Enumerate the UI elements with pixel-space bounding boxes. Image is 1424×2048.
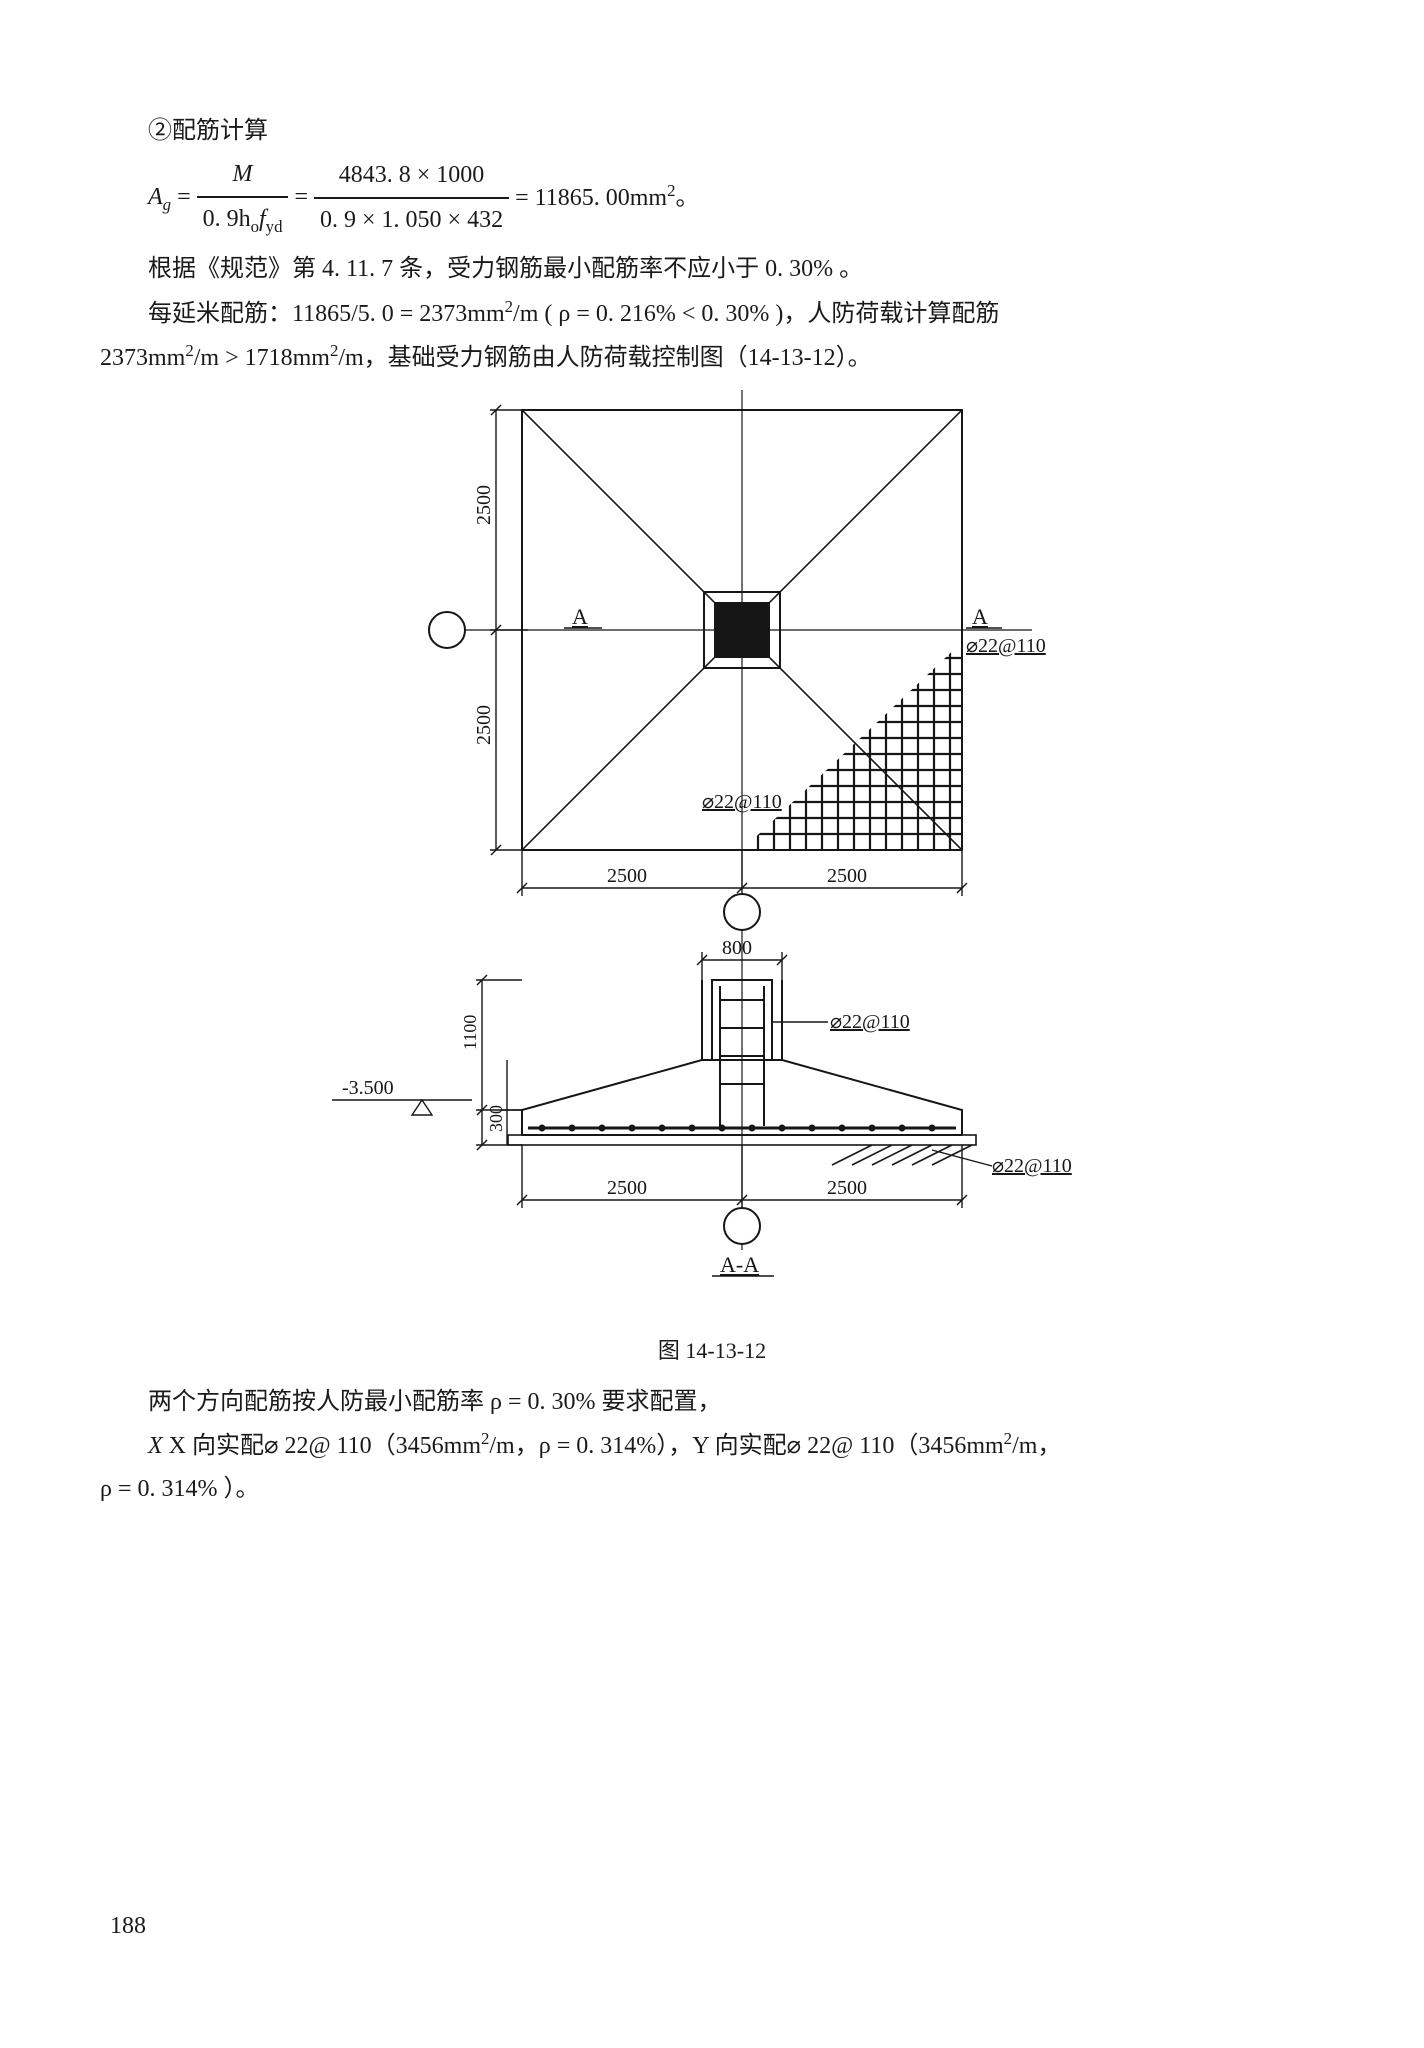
diagram-svg: A A — [272, 390, 1152, 1310]
page: ②配筋计算 Ag = M 0. 9hofyd = 4843. 8 × 1000 … — [0, 0, 1424, 2048]
dim-h-right: 2500 — [827, 865, 867, 887]
paragraph-2: 每延米配筋：11865/5. 0 = 2373mm2/m ( ρ = 0. 21… — [100, 292, 1324, 336]
dim-h-left: 2500 — [607, 865, 647, 887]
heading-circled-2: ②配筋计算 — [100, 110, 1324, 153]
section-mark-right: A — [972, 604, 988, 629]
dim-300: 300 — [486, 1105, 506, 1132]
fraction-2: 4843. 8 × 1000 0. 9 × 1. 050 × 432 — [314, 154, 509, 242]
paragraph-4: 两个方向配筋按人防最小配筋率 ρ = 0. 30% 要求配置， — [100, 1381, 1324, 1424]
figure-14-13-12: A A — [100, 390, 1324, 1371]
dim-section-h — [517, 1145, 967, 1208]
equals-2: = — [294, 176, 308, 219]
paragraph-6: ρ = 0. 314% ）。 — [100, 1468, 1324, 1511]
dim-800: 800 — [722, 937, 752, 959]
paragraph-3: 2373mm2/m > 1718mm2/m，基础受力钢筋由人防荷载控制图（14-… — [100, 336, 1324, 380]
equation-line: Ag = M 0. 9hofyd = 4843. 8 × 1000 0. 9 ×… — [148, 153, 1324, 242]
dim-v-top: 2500 — [473, 485, 495, 525]
dim-horizontal — [517, 850, 967, 896]
dim-v-bot: 2500 — [473, 705, 495, 745]
symbol-Ag: Ag — [148, 176, 171, 220]
paragraph-5: X X 向实配⌀ 22@ 110（3456mm2/m，ρ = 0. 314%），… — [100, 1424, 1324, 1468]
section-view: 800 — [332, 930, 1072, 1277]
equals-1: = — [177, 176, 191, 219]
equals-result: = 11865. 00mm2。 — [515, 176, 699, 220]
elevation-mark: -3.500 — [332, 1077, 472, 1115]
dim-1100: 1100 — [460, 1015, 480, 1050]
dim-sec-left: 2500 — [607, 1177, 647, 1199]
rebar-hatch — [742, 642, 962, 850]
plan-view: A A — [429, 390, 1046, 930]
paragraph-1: 根据《规范》第 4. 11. 7 条，受力钢筋最小配筋率不应小于 0. 30% … — [100, 248, 1324, 291]
rebar-bot-label: ⌀22@110 — [992, 1155, 1072, 1177]
section-title: A-A — [720, 1252, 759, 1277]
rebar-top-label: ⌀22@110 — [830, 1011, 910, 1033]
fraction-1: M 0. 9hofyd — [197, 153, 289, 242]
svg-text:-3.500: -3.500 — [342, 1077, 394, 1099]
page-number: 188 — [110, 1905, 146, 1948]
dim-sec-right: 2500 — [827, 1177, 867, 1199]
rebar-label-right: ⌀22@110 — [966, 635, 1046, 657]
figure-caption: 图 14-13-12 — [100, 1331, 1324, 1371]
rebar-label-bottom: ⌀22@110 — [702, 791, 782, 813]
section-mark-left: A — [572, 604, 588, 629]
